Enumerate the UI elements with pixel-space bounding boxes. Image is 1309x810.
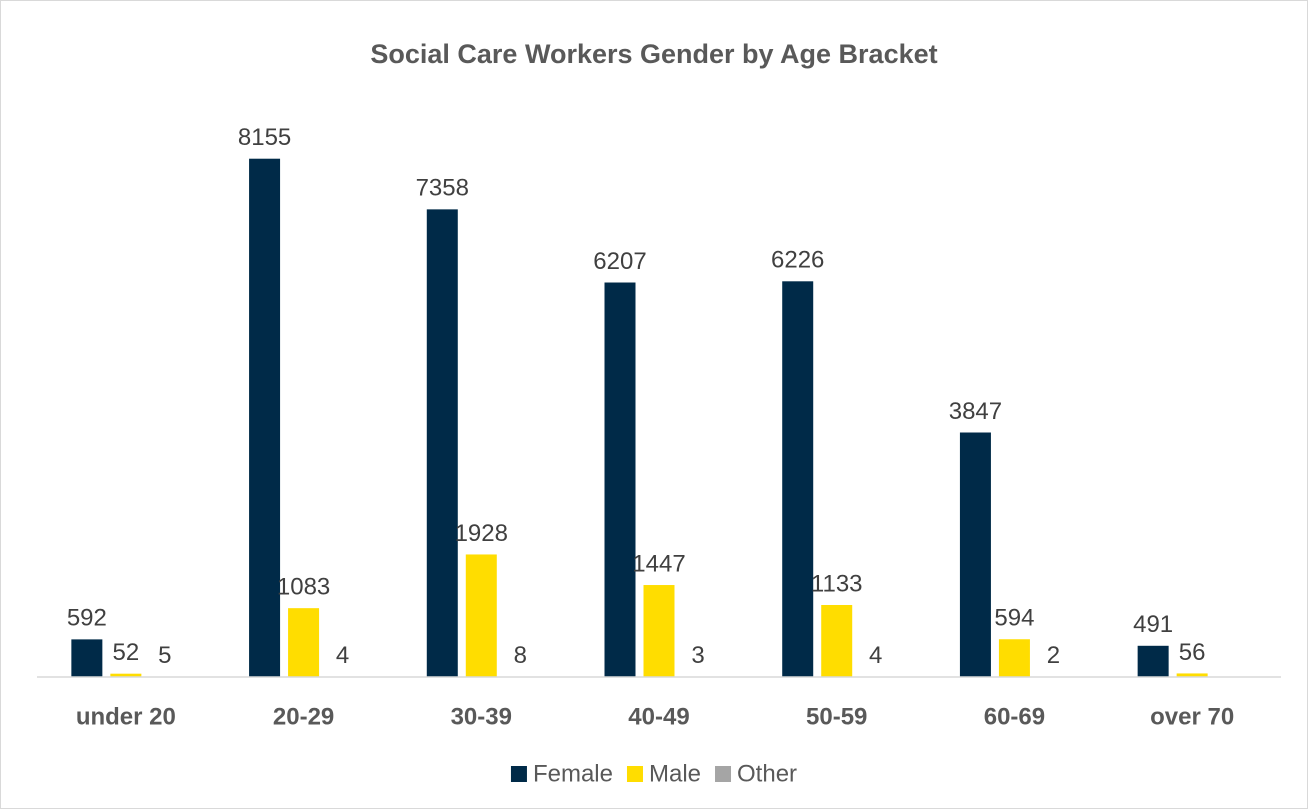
data-label: 3 [691, 642, 704, 669]
bar [71, 639, 103, 677]
data-label: 1083 [277, 574, 330, 601]
data-label: 6226 [771, 247, 824, 274]
legend-label: Male [649, 760, 701, 787]
data-label: 6207 [593, 248, 646, 275]
data-label: 8 [514, 642, 527, 669]
bar [998, 639, 1030, 677]
data-label: 7358 [416, 175, 469, 202]
data-label: 8155 [238, 124, 291, 151]
bar [288, 608, 320, 677]
x-tick-label: 50-59 [806, 703, 867, 730]
legend-label: Other [737, 760, 797, 787]
bar [959, 432, 991, 677]
x-tick-label: 20-29 [273, 703, 334, 730]
bar [249, 158, 281, 677]
x-tick-label: 60-69 [984, 703, 1045, 730]
bar [604, 282, 636, 677]
legend-swatch [715, 766, 732, 782]
bar [110, 673, 142, 677]
data-label: 592 [67, 605, 107, 632]
legend-swatch [626, 766, 643, 782]
legend-label: Female [533, 760, 613, 787]
bar [782, 281, 814, 677]
data-label: 2 [1047, 642, 1060, 669]
data-label: 3847 [949, 398, 1002, 425]
x-tick-label: 30-39 [451, 703, 512, 730]
bar [426, 209, 458, 677]
bar [1176, 673, 1208, 677]
data-label: 1447 [632, 550, 685, 577]
data-label: 1928 [455, 520, 508, 547]
data-label: 4 [336, 642, 349, 669]
data-label: 56 [1179, 639, 1206, 666]
legend-swatch [510, 766, 527, 782]
data-label: 491 [1133, 611, 1173, 638]
x-tick-label: over 70 [1150, 703, 1234, 730]
data-label: 4 [869, 642, 882, 669]
bar [821, 604, 853, 677]
chart-title: Social Care Workers Gender by Age Bracke… [370, 39, 937, 69]
data-label: 1133 [811, 570, 863, 597]
x-tick-label: 40-49 [628, 703, 689, 730]
bar [1137, 645, 1169, 677]
data-label: 5 [158, 642, 171, 669]
bar [465, 554, 497, 677]
bar [643, 585, 675, 677]
x-tick-label: under 20 [76, 703, 176, 730]
data-label: 52 [113, 639, 140, 666]
data-label: 594 [994, 605, 1034, 632]
